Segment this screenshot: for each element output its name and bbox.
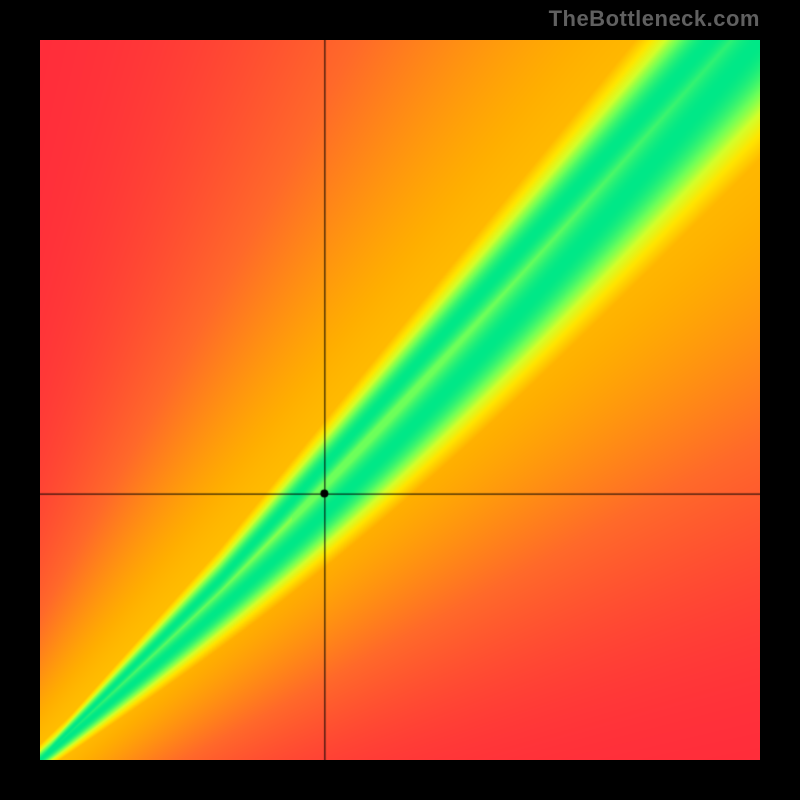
bottleneck-heatmap	[40, 40, 760, 760]
watermark-text: TheBottleneck.com	[549, 6, 760, 32]
plot-area	[40, 40, 760, 760]
